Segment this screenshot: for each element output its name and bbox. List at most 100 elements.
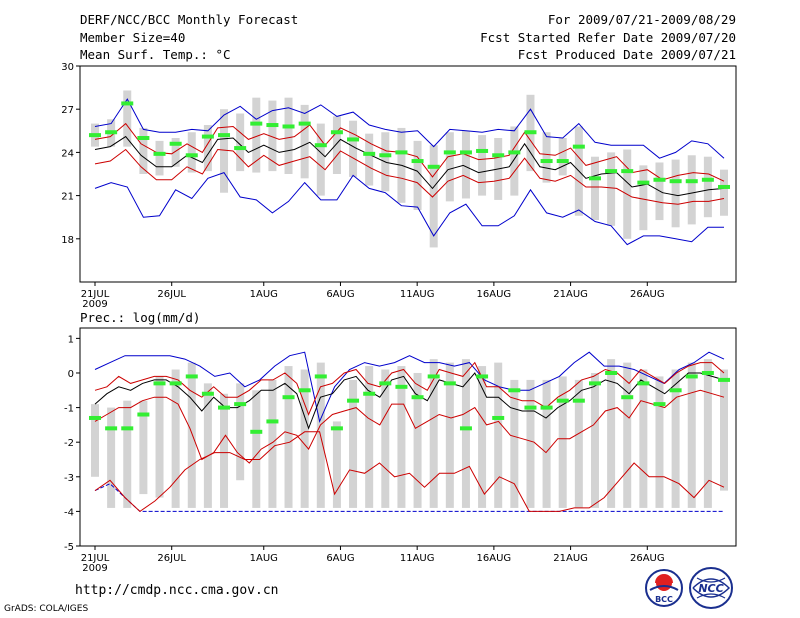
mean-spread-line: [94, 361, 725, 416]
spread-bar: [236, 113, 245, 172]
spread-bar: [478, 366, 487, 508]
spread-bar: [155, 140, 164, 176]
median-marker: [427, 164, 440, 169]
spread-bar: [445, 362, 454, 508]
median-marker: [492, 153, 505, 158]
variable-label: Mean Surf. Temp.: °C: [80, 47, 231, 62]
max-line: [94, 98, 725, 159]
ncc-logo: NCC: [688, 566, 734, 610]
ensemble-mean-line: [94, 135, 725, 197]
plot-frame: [79, 65, 737, 283]
median-marker: [411, 395, 424, 400]
median-marker: [185, 374, 198, 379]
median-marker: [556, 398, 569, 403]
spread-bar: [123, 90, 132, 147]
spread-bar: [478, 135, 487, 196]
x-tick-label: 26AUG: [630, 289, 665, 300]
spread-bar: [558, 376, 567, 508]
y-tick-label: -4: [64, 507, 74, 518]
spread-bar: [155, 376, 164, 498]
precipitation-chart: -5 -4 -3 -2 -1 0 1 21JUL 26JUL 1AUG 6AUG 11AUG 16AUG…: [64, 327, 737, 574]
spread-bar: [236, 383, 245, 481]
median-marker: [588, 381, 601, 386]
mean-spread-line: [94, 122, 725, 182]
max-line: [94, 351, 725, 424]
spread-bar: [526, 379, 535, 508]
median-marker: [588, 176, 601, 181]
median-marker: [605, 169, 618, 174]
median-marker: [218, 133, 231, 138]
spread-bar: [720, 169, 728, 216]
spread-bar: [687, 362, 696, 508]
spread-bar: [397, 366, 406, 508]
spread-bar: [461, 359, 470, 508]
spread-bar: [413, 372, 422, 508]
median-marker: [443, 150, 456, 155]
mean-spread-line: [94, 389, 725, 464]
y-tick-label: -3: [64, 473, 74, 484]
x-tick-label: 6AUG: [326, 289, 354, 300]
spread-bar: [703, 359, 712, 508]
spread-bar: [590, 156, 599, 221]
spread-bar: [607, 152, 616, 226]
x-tick-label: 11AUG: [400, 289, 435, 300]
temperature-chart: 18 21 24 27 30 21JUL 26JUL 1AUG 6AUG 11AUG 16AUG 21…: [61, 62, 737, 310]
spread-bar: [252, 97, 261, 173]
spread-bar: [429, 359, 438, 508]
median-marker: [218, 405, 231, 410]
median-marker: [105, 426, 118, 431]
median-marker: [701, 177, 714, 182]
median-marker: [572, 398, 585, 403]
x-tick-label: 11AUG: [400, 553, 435, 564]
min-line: [94, 171, 724, 246]
spread-bar: [284, 97, 293, 174]
x-tick-label: 6AUG: [326, 553, 354, 564]
spread-bar: [268, 379, 277, 508]
x-tick-label: 26AUG: [630, 553, 665, 564]
spread-bar: [542, 132, 551, 183]
spread-bar: [542, 379, 551, 508]
median-marker: [330, 130, 343, 135]
chart-title: DERF/NCC/BCC Monthly Forecast: [80, 12, 299, 27]
median-marker: [540, 159, 553, 164]
source-url[interactable]: http://cmdp.ncc.cma.gov.cn: [75, 583, 279, 598]
median-marker: [637, 381, 650, 386]
spread-bar: [687, 155, 696, 225]
spread-bar: [171, 138, 180, 167]
median-marker: [395, 384, 408, 389]
median-marker: [121, 426, 134, 431]
spread-bar: [349, 379, 358, 508]
grads-credit: GrADS: COLA/IGES: [4, 604, 89, 614]
bcc-logo: BCC: [644, 568, 684, 608]
bcc-logo-icon: BCC: [645, 569, 683, 607]
y-tick-label: 18: [61, 235, 74, 246]
spread-bar: [607, 359, 616, 508]
spread-bar: [349, 120, 358, 177]
spread-bar: [91, 404, 99, 477]
plot-frame: [79, 327, 737, 547]
spread-bar: [703, 156, 712, 218]
spread-bar: [171, 369, 180, 508]
spread-bar: [574, 379, 583, 508]
min-line: [94, 483, 724, 512]
median-marker: [540, 405, 553, 410]
median-marker: [476, 148, 489, 153]
median-marker: [685, 179, 698, 184]
y-tick-label: 21: [61, 192, 74, 203]
median-marker: [266, 419, 279, 424]
x-tick-label: 1AUG: [250, 553, 278, 564]
spread-bar: [203, 383, 212, 508]
lowest-percentile-line: [94, 431, 725, 513]
median-marker: [89, 133, 101, 138]
x-tick-label: 1AUG: [250, 289, 278, 300]
spread-bar: [671, 369, 680, 508]
y-tick-label: 0: [68, 369, 74, 380]
spread-bar: [187, 132, 196, 173]
spread-bar: [187, 362, 196, 508]
spread-bar: [720, 369, 728, 491]
spread-bar: [332, 116, 341, 174]
bcc-logo-text: BCC: [655, 595, 673, 604]
median-marker: [653, 177, 666, 182]
median-marker: [363, 391, 376, 396]
x-year-label: 2009: [82, 299, 107, 310]
